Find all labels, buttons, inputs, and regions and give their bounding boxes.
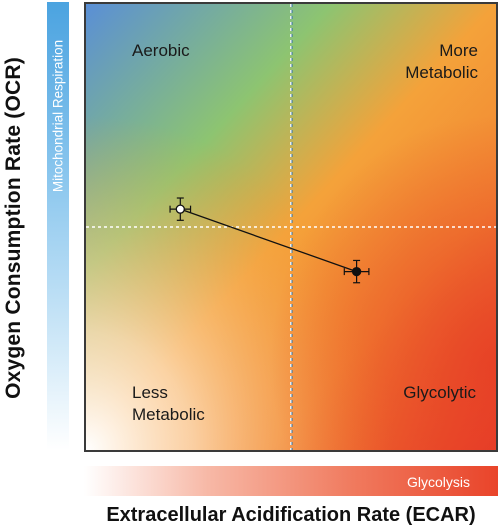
data-point-1 <box>175 204 185 214</box>
quadrant-label-glycolytic: Glycolytic <box>403 383 476 402</box>
y-axis-title-text: Oxygen Consumption Rate (OCR) <box>2 57 25 399</box>
respiration-gradient-bar <box>47 2 69 450</box>
quadrant-label-less-metabolic: Less Metabolic <box>132 383 205 424</box>
quadrant-label-aerobic: Aerobic <box>132 41 190 60</box>
glycolysis-label: Glycolysis <box>406 474 470 490</box>
data-marks <box>169 197 370 284</box>
x-axis-title: Extracellular Acidification Rate (ECAR) <box>106 504 476 526</box>
connector-line <box>180 208 357 273</box>
data-point-2 <box>351 266 362 277</box>
quadrant-label-more-metabolic: More Metabolic <box>405 41 478 82</box>
respiration-label-text: Mitochondrial Respiration <box>50 39 66 193</box>
plot-svg <box>86 4 496 450</box>
plot-area: Aerobic More Metabolic Less Metabolic Glyc… <box>84 2 498 452</box>
glycolysis-gradient-bar <box>84 466 498 496</box>
